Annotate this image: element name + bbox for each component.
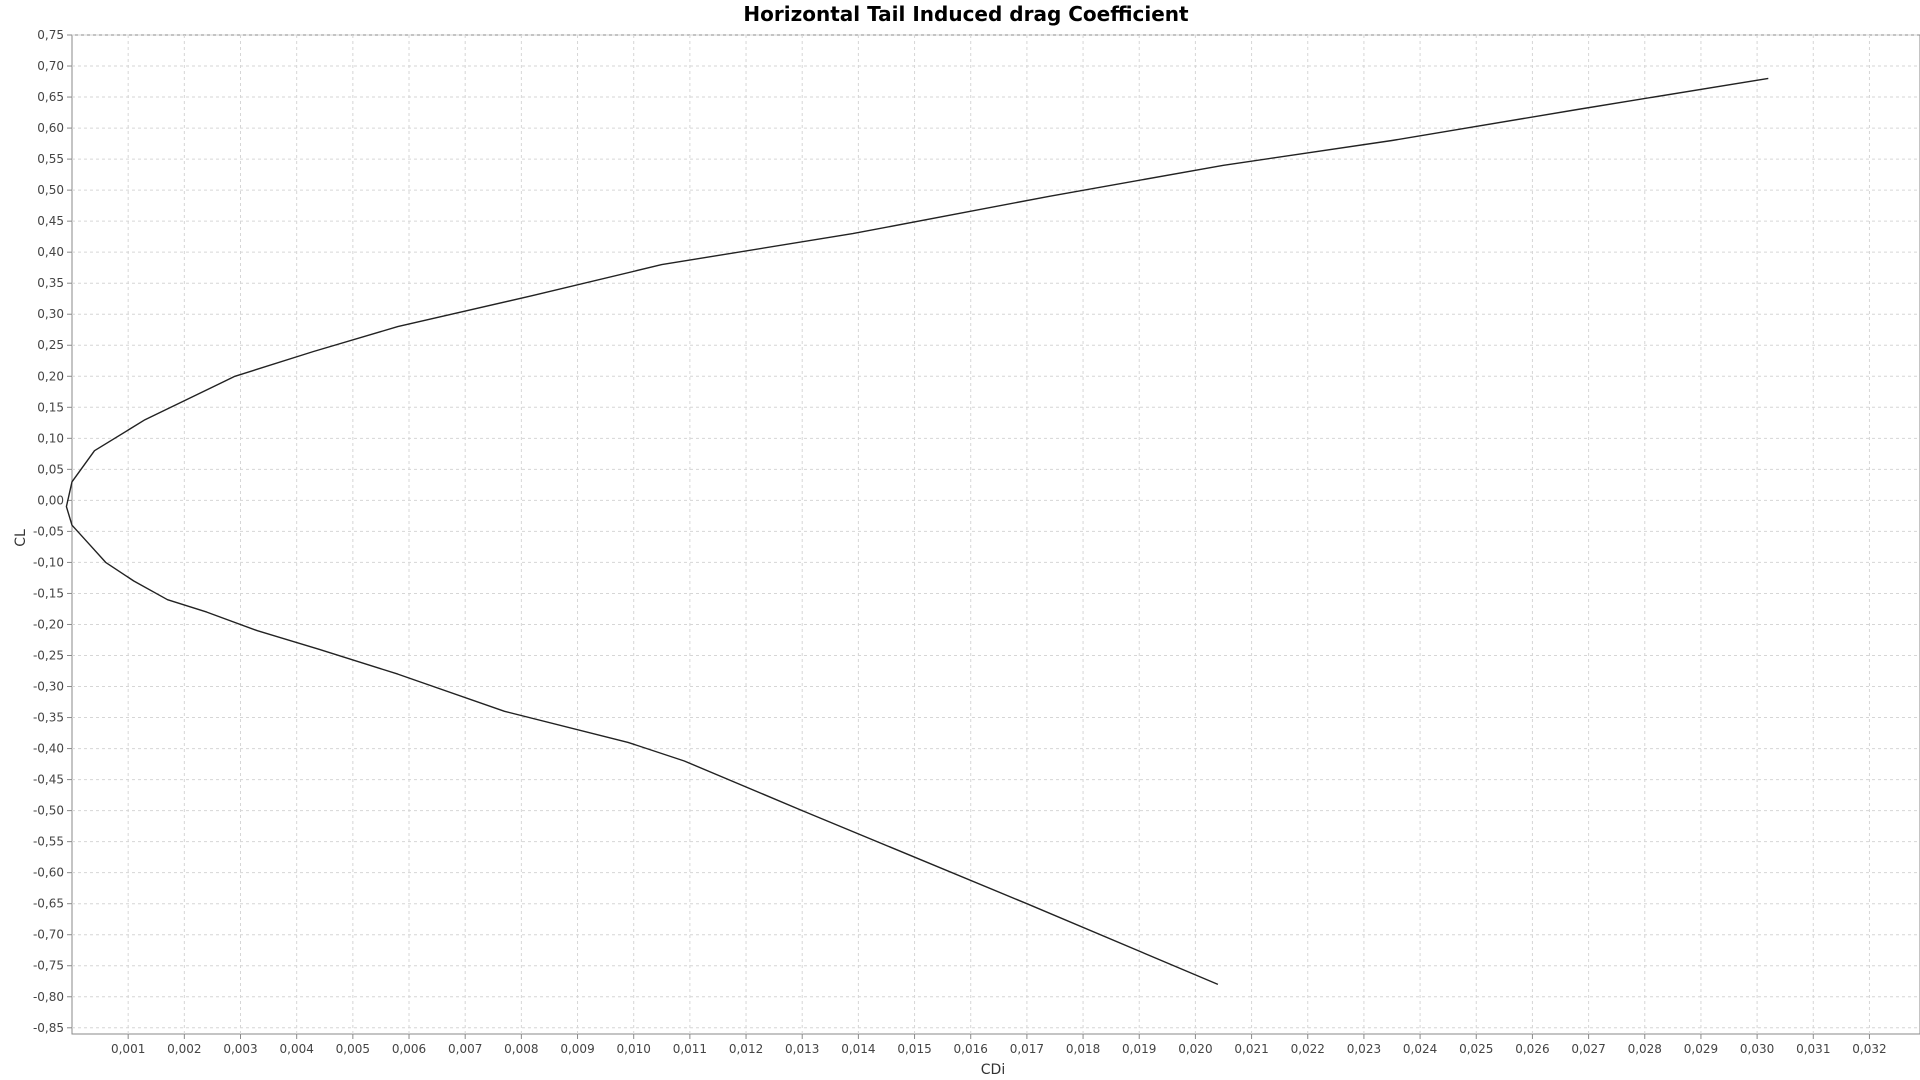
y-tick-label: -0,55 [33,835,64,849]
y-tick-label: 0,05 [37,462,64,476]
y-tick-label: 0,50 [37,183,64,197]
y-tick-label: 0,20 [37,369,64,383]
series-line [65,77,1769,986]
x-tick-label: 0,023 [1347,1042,1381,1056]
y-tick-label: -0,75 [33,959,64,973]
x-tick-label: 0,026 [1515,1042,1549,1056]
y-tick-label: 0,35 [37,276,64,290]
x-tick-label: 0,016 [954,1042,988,1056]
x-tick-label: 0,022 [1291,1042,1325,1056]
y-tick-label: 0,70 [37,59,64,73]
x-tick-label: 0,010 [617,1042,651,1056]
x-tick-label: 0,018 [1066,1042,1100,1056]
x-tick-label: 0,028 [1628,1042,1662,1056]
y-tick-label: 0,65 [37,90,64,104]
plot-frame [71,34,1920,1035]
x-tick-label: 0,015 [897,1042,931,1056]
x-tick-label: 0,024 [1403,1042,1437,1056]
y-tick-label: -0,30 [33,680,64,694]
x-tick-label: 0,002 [167,1042,201,1056]
x-tick-label: 0,019 [1122,1042,1156,1056]
y-tick-label: -0,05 [33,524,64,538]
y-tick-label: -0,60 [33,866,64,880]
y-tick-label: 0,45 [37,214,64,228]
y-tick-label: -0,70 [33,928,64,942]
x-tick-label: 0,027 [1571,1042,1605,1056]
chart-title: Horizontal Tail Induced drag Coefficient [743,2,1189,26]
y-tick-label: 0,00 [37,493,64,507]
y-tick-label: 0,60 [37,121,64,135]
y-tick-label: -0,15 [33,586,64,600]
x-tick-label: 0,014 [841,1042,875,1056]
y-axis-label: CL [13,529,29,547]
x-tick-label: 0,003 [223,1042,257,1056]
x-tick-label: 0,004 [280,1042,314,1056]
x-tick-label: 0,007 [448,1042,482,1056]
x-tick-label: 0,029 [1684,1042,1718,1056]
y-tick-label: 0,10 [37,431,64,445]
x-tick-label: 0,006 [392,1042,426,1056]
x-axis-label: CDi [981,1062,1005,1078]
x-tick-label: 0,001 [111,1042,145,1056]
y-tick-label: -0,80 [33,990,64,1004]
y-tick-label: -0,35 [33,711,64,725]
x-tick-label: 0,005 [336,1042,370,1056]
tick-labels: 0,001 0,002 0,003 0,004 0,005 0,006 0,007 0,008… [33,28,1887,1056]
y-tick-label: 0,55 [37,152,64,166]
x-tick-label: 0,009 [560,1042,594,1056]
y-tick-label: 0,30 [37,307,64,321]
x-tick-label: 0,021 [1234,1042,1268,1056]
x-tick-label: 0,020 [1178,1042,1212,1056]
y-tick-label: -0,85 [33,1021,64,1035]
x-tick-label: 0,032 [1852,1042,1886,1056]
y-tick-label: -0,25 [33,648,64,662]
y-tick-label: 0,25 [37,338,64,352]
y-tick-label: -0,20 [33,617,64,631]
x-tick-label: 0,012 [729,1042,763,1056]
x-tick-label: 0,011 [673,1042,707,1056]
y-tick-label: -0,50 [33,804,64,818]
y-tick-label: 0,75 [37,28,64,42]
x-tick-label: 0,013 [785,1042,819,1056]
y-tick-label: 0,15 [37,400,64,414]
x-tick-label: 0,025 [1459,1042,1493,1056]
grid-lines [72,34,1920,1034]
y-tick-label: -0,45 [33,773,64,787]
y-tick-label: 0,40 [37,245,64,259]
y-tick-label: -0,65 [33,897,64,911]
y-tick-label: -0,10 [33,555,64,569]
x-tick-label: 0,017 [1010,1042,1044,1056]
y-tick-label: -0,40 [33,742,64,756]
x-tick-label: 0,030 [1740,1042,1774,1056]
x-tick-label: 0,008 [504,1042,538,1056]
x-tick-label: 0,031 [1796,1042,1830,1056]
